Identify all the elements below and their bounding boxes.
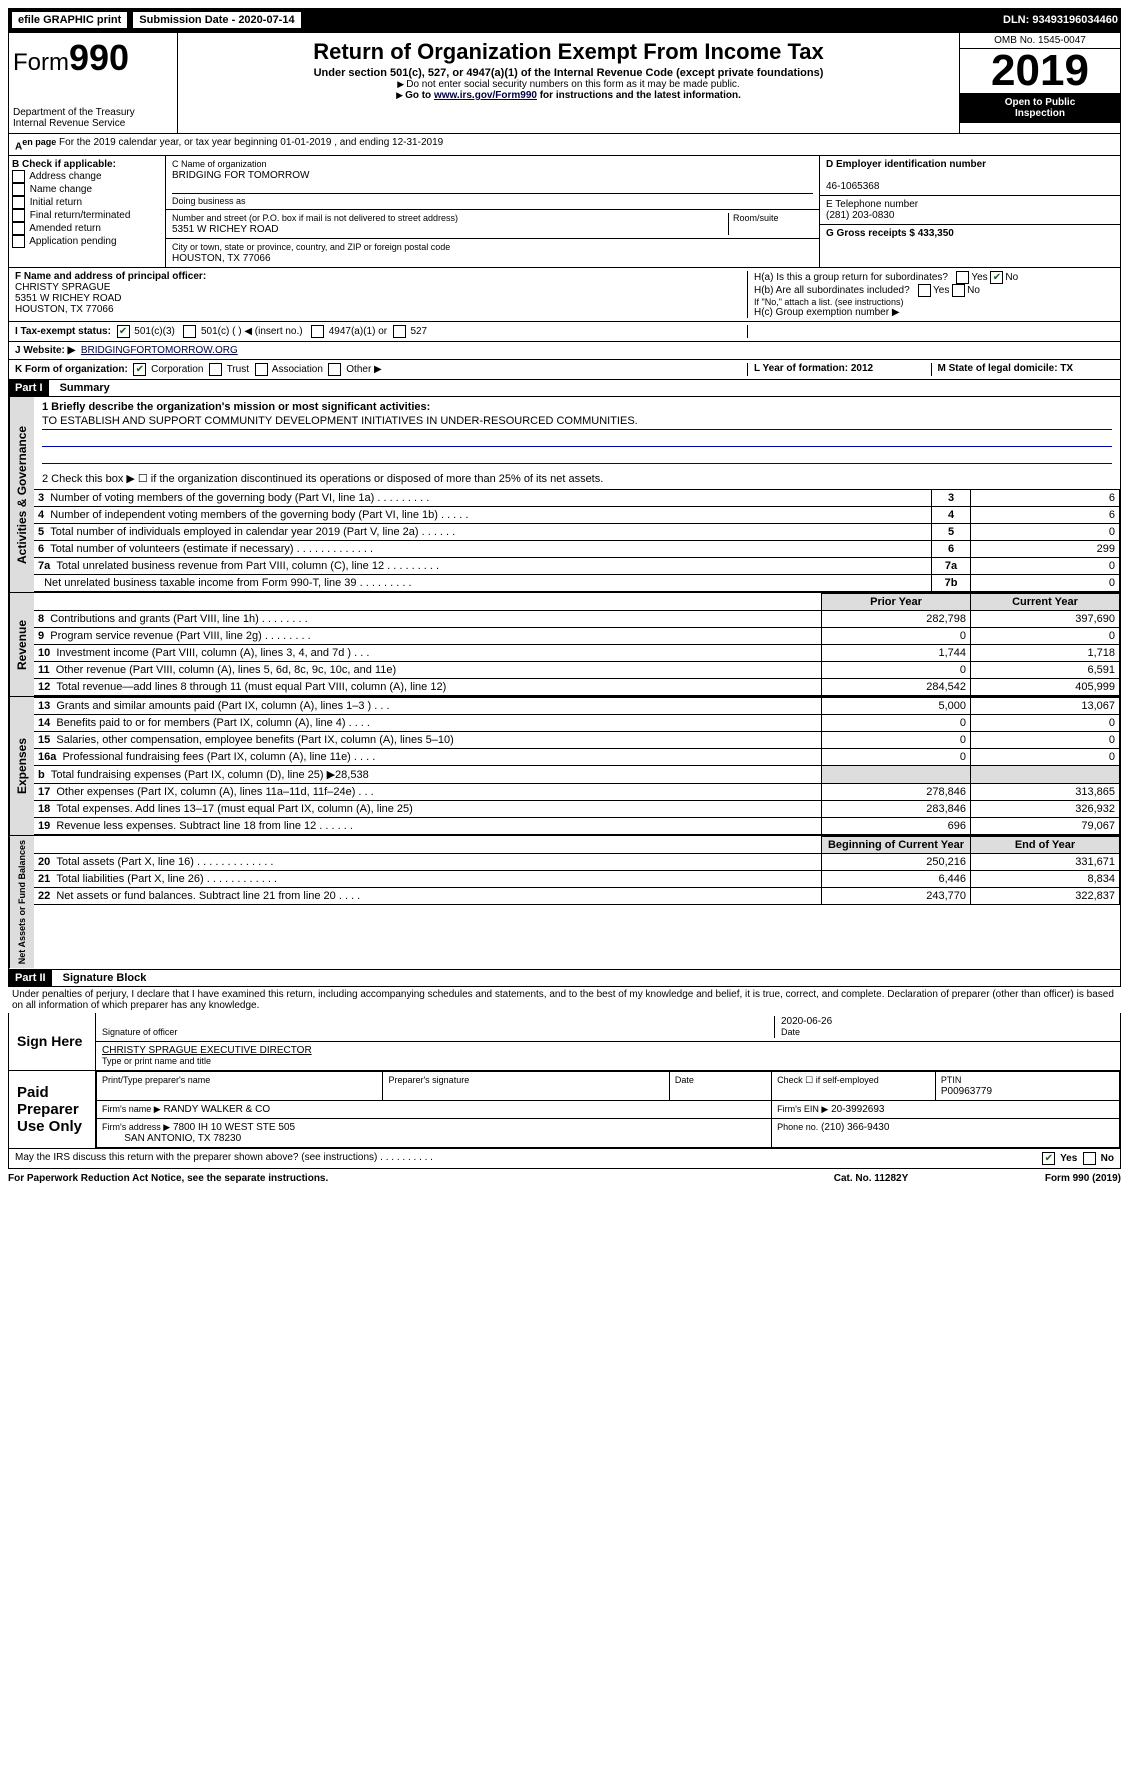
- part1-revenue: Revenue Prior YearCurrent Year 8 Contrib…: [8, 593, 1121, 697]
- dept-irs: Internal Revenue Service: [13, 118, 173, 129]
- form-header: Form990 Department of the Treasury Inter…: [8, 32, 1121, 134]
- dln: DLN: 93493196034460: [1003, 14, 1118, 26]
- part1-subtitle: Summary: [52, 382, 110, 394]
- mission-text: TO ESTABLISH AND SUPPORT COMMUNITY DEVEL…: [42, 415, 1112, 430]
- submission-date: Submission Date - 2020-07-14: [132, 11, 301, 29]
- officer-label: F Name and address of principal officer:: [15, 271, 206, 282]
- info-block: B Check if applicable: Address change Na…: [8, 156, 1121, 268]
- section-k: K Form of organization: Corporation Trus…: [8, 360, 1121, 380]
- sidebar-net: Net Assets or Fund Balances: [9, 836, 34, 968]
- phone-label: E Telephone number: [826, 199, 918, 210]
- signature-block: Sign Here Signature of officer 2020-06-2…: [8, 1013, 1121, 1071]
- section-j: J Website: ▶ BRIDGINGFORTOMORROW.ORG: [8, 342, 1121, 360]
- firm-addr1: 7800 IH 10 WEST STE 505: [173, 1122, 295, 1133]
- officer-name: CHRISTY SPRAGUE: [15, 282, 110, 293]
- dba-label: Doing business as: [172, 193, 813, 206]
- city-state-zip: HOUSTON, TX 77066: [172, 253, 271, 264]
- officer-printed-name: CHRISTY SPRAGUE EXECUTIVE DIRECTOR: [102, 1045, 312, 1056]
- hb-note: If "No," attach a list. (see instruction…: [754, 297, 1114, 307]
- perjury-statement: Under penalties of perjury, I declare th…: [8, 987, 1121, 1013]
- firm-phone: (210) 366-9430: [821, 1122, 889, 1133]
- ptin: P00963779: [941, 1086, 992, 1097]
- part1-header: Part I: [9, 380, 49, 396]
- website-label: J Website: ▶: [15, 345, 75, 356]
- discuss-row: May the IRS discuss this return with the…: [8, 1149, 1121, 1169]
- form-org-label: K Form of organization:: [15, 364, 128, 375]
- page-footer: For Paperwork Reduction Act Notice, see …: [8, 1169, 1121, 1188]
- line2: 2 Check this box ▶ ☐ if the organization…: [42, 472, 1112, 485]
- open-public-2: Inspection: [964, 108, 1116, 119]
- ha-no-checkbox: [990, 271, 1003, 284]
- form-title: Return of Organization Exempt From Incom…: [182, 39, 955, 65]
- cat-no: Cat. No. 11282Y: [771, 1173, 971, 1184]
- form-footer: Form 990 (2019): [971, 1173, 1121, 1184]
- firm-addr2: SAN ANTONIO, TX 78230: [124, 1133, 241, 1144]
- sidebar-governance: Activities & Governance: [9, 397, 34, 592]
- discuss-yes-checkbox: [1042, 1152, 1055, 1165]
- firm-name: RANDY WALKER & CO: [163, 1104, 270, 1115]
- state-domicile: M State of legal domicile: TX: [938, 363, 1074, 374]
- sidebar-expenses: Expenses: [9, 697, 34, 835]
- sidebar-revenue: Revenue: [9, 593, 34, 696]
- part1-expenses: Expenses 13 Grants and similar amounts p…: [8, 697, 1121, 836]
- firm-ein: 20-3992693: [831, 1104, 884, 1115]
- org-name: BRIDGING FOR TOMORROW: [172, 170, 309, 181]
- note-ssn: Do not enter social security numbers on …: [406, 79, 739, 90]
- part1-governance: Activities & Governance 1 Briefly descri…: [8, 397, 1121, 593]
- paid-preparer-label: Paid Preparer Use Only: [9, 1071, 96, 1148]
- section-f-h: F Name and address of principal officer:…: [8, 268, 1121, 322]
- sig-date: 2020-06-26: [781, 1016, 832, 1027]
- line-a: Aen page For the 2019 calendar year, or …: [8, 134, 1121, 156]
- tax-status-label: I Tax-exempt status:: [15, 326, 111, 337]
- addr-label: Number and street (or P.O. box if mail i…: [172, 213, 458, 223]
- ein-label: D Employer identification number: [826, 159, 986, 170]
- tax-year: 2019: [960, 49, 1120, 93]
- city-label: City or town, state or province, country…: [172, 242, 450, 252]
- form-number: 990: [69, 37, 129, 78]
- part2-subtitle: Signature Block: [55, 972, 147, 984]
- ha-label: H(a) Is this a group return for subordin…: [754, 272, 948, 283]
- year-formation: L Year of formation: 2012: [754, 363, 873, 374]
- form-subtitle: Under section 501(c), 527, or 4947(a)(1)…: [182, 67, 955, 79]
- phone: (281) 203-0830: [826, 210, 894, 221]
- form-word: Form: [13, 49, 69, 76]
- street-address: 5351 W RICHEY ROAD: [172, 224, 279, 235]
- officer-addr1: 5351 W RICHEY ROAD: [15, 293, 122, 304]
- part2-header: Part II: [9, 970, 52, 986]
- officer-addr2: HOUSTON, TX 77066: [15, 304, 114, 315]
- section-i: I Tax-exempt status: 501(c)(3) 501(c) ( …: [8, 322, 1121, 342]
- line1-label: 1 Briefly describe the organization's mi…: [42, 401, 430, 413]
- paperwork-notice: For Paperwork Reduction Act Notice, see …: [8, 1173, 771, 1184]
- sign-here-label: Sign Here: [9, 1013, 96, 1070]
- gross-receipts: G Gross receipts $ 433,350: [826, 228, 954, 239]
- corp-checkbox: [133, 363, 146, 376]
- irs-link[interactable]: www.irs.gov/Form990: [434, 90, 537, 101]
- name-label: C Name of organization: [172, 159, 267, 169]
- efile-top-bar: efile GRAPHIC print Submission Date - 20…: [8, 8, 1121, 32]
- dept-treasury: Department of the Treasury: [13, 107, 173, 118]
- section-b-label: B Check if applicable:: [12, 159, 116, 170]
- open-public-1: Open to Public: [964, 97, 1116, 108]
- 501c3-checkbox: [117, 325, 130, 338]
- ein: 46-1065368: [826, 181, 879, 192]
- hc-label: H(c) Group exemption number ▶: [754, 307, 1114, 318]
- website-link[interactable]: BRIDGINGFORTOMORROW.ORG: [81, 345, 238, 356]
- efile-label[interactable]: efile GRAPHIC print: [11, 11, 128, 29]
- part1-netassets: Net Assets or Fund Balances Beginning of…: [8, 836, 1121, 969]
- hb-label: H(b) Are all subordinates included?: [754, 285, 910, 296]
- room-label: Room/suite: [728, 213, 813, 235]
